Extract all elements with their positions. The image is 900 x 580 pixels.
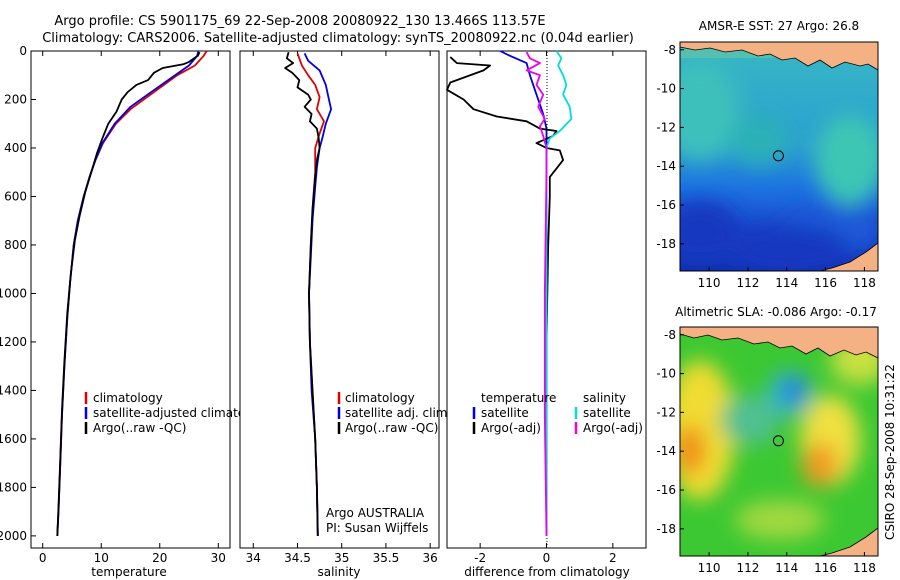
temperature-xlabel: temperature [91, 565, 166, 579]
x-tick-label: 116 [814, 561, 837, 575]
legend-label-climatology: climatology [345, 391, 415, 405]
y-tick-label: -10 [656, 367, 676, 381]
x-tick-label: 118 [853, 276, 876, 290]
figure-title-line1: Argo profile: CS 5901175_69 22-Sep-2008 … [54, 14, 545, 29]
salinity-legend: climatology satellite adj. clim. Argo(..… [337, 391, 451, 435]
y-tick-label: 1400 [0, 383, 27, 397]
legend-label-satellite: satellite-adjusted climatology [93, 406, 271, 420]
x-tick-label: 118 [853, 561, 876, 575]
land-australia [819, 527, 878, 556]
salinity-axes-frame [239, 50, 440, 549]
sst-field [680, 42, 878, 271]
sla-map-frame [679, 326, 879, 557]
y-tick-label: -16 [656, 198, 676, 212]
temperature-panel: 0 10 20 30 0 200 400 600 800 1000 1200 1400 1600 1800… [0, 44, 271, 579]
legend-label-satellite: satellite adj. clim. [345, 406, 451, 420]
difference-legend: temperature satellite Argo(-adj) salinit… [472, 391, 643, 435]
land-java [680, 327, 878, 359]
x-tick-label: 36 [423, 551, 438, 565]
figure-title-line2: Climatology: CARS2006. Satellite-adjuste… [42, 31, 634, 46]
temperature-axes-frame [30, 50, 231, 549]
legend-title-temperature: temperature [481, 391, 556, 405]
sla-map-title: Altimetric SLA: -0.086 Argo: -0.17 [675, 305, 877, 319]
y-tick-label: -12 [656, 120, 676, 134]
csiro-timestamp-label: CSIRO 28-Sep-2008 10:31:22 [883, 364, 897, 540]
sla-field [680, 327, 878, 556]
y-tick-label: -14 [656, 159, 676, 173]
x-tick-label: 110 [698, 561, 721, 575]
y-tick-label: 0 [19, 44, 27, 58]
principal-investigator-label: PI: Susan Wijffels [326, 521, 428, 535]
legend-label-sal-satellite: satellite [583, 406, 631, 420]
legend-title-salinity: salinity [583, 391, 626, 405]
argo-float-position-marker [772, 435, 784, 447]
x-tick-label: 114 [775, 276, 798, 290]
sst-map-panel: AMSR-E SST: 27 Argo: 26.8 110 112 114 116 11… [656, 19, 879, 290]
legend-label-temp-satellite: satellite [481, 406, 529, 420]
legend-label-temp-argo: Argo(-adj) [481, 421, 541, 435]
legend-label-sal-argo: Argo(-adj) [583, 421, 643, 435]
land-australia [819, 242, 878, 271]
y-tick-label: -16 [656, 483, 676, 497]
sla-map-panel: Altimetric SLA: -0.086 Argo: -0.17 110 11… [656, 305, 879, 575]
x-tick-label: 30 [211, 551, 226, 565]
series-line-argo-raw-qc [56, 51, 201, 536]
float-program-label: Argo AUSTRALIA [326, 506, 425, 520]
y-tick-label: -8 [664, 328, 676, 342]
x-tick-label: 35 [334, 551, 349, 565]
difference-panel: -2 0 2 temperature satellite Argo(-adj) sa… [446, 50, 647, 579]
salinity-panel: 34 34.5 35 35.5 36 climatology satellite adj… [239, 50, 451, 579]
y-tick-label: 400 [4, 141, 27, 155]
x-tick-label: 35.5 [373, 551, 400, 565]
y-tick-label: 1200 [0, 335, 27, 349]
y-tick-label: -12 [656, 405, 676, 419]
y-tick-label: 2000 [0, 529, 27, 543]
argo-float-position-marker [772, 150, 784, 162]
y-tick-label: 1600 [0, 432, 27, 446]
legend-label-argo: Argo(..raw -QC) [345, 421, 438, 435]
difference-xlabel: difference from climatology [464, 565, 630, 579]
y-tick-label: 600 [4, 189, 27, 203]
y-tick-label: 800 [4, 238, 27, 252]
x-tick-label: 114 [775, 561, 798, 575]
x-tick-label: 116 [814, 276, 837, 290]
salinity-xlabel: salinity [317, 565, 360, 579]
x-tick-label: 34 [246, 551, 261, 565]
x-tick-label: 2 [609, 551, 617, 565]
x-tick-label: 112 [736, 561, 759, 575]
y-tick-label: -8 [664, 43, 676, 57]
sst-map-title: AMSR-E SST: 27 Argo: 26.8 [699, 19, 859, 33]
series-line-salinity-argo-adj [525, 51, 548, 536]
x-tick-label: 34.5 [284, 551, 311, 565]
x-tick-label: 0 [39, 551, 47, 565]
y-tick-label: 1800 [0, 480, 27, 494]
temperature-legend: climatology satellite-adjusted climatolo… [84, 391, 271, 435]
y-tick-label: 200 [4, 92, 27, 106]
y-tick-label: -18 [656, 237, 676, 251]
series-line-argo-raw-qc [284, 51, 321, 536]
legend-label-argo: Argo(..raw -QC) [93, 421, 186, 435]
x-tick-label: 20 [152, 551, 167, 565]
sst-map-frame [679, 41, 879, 272]
x-tick-label: 0 [543, 551, 551, 565]
y-tick-label: 1000 [0, 286, 27, 300]
x-tick-label: 112 [736, 276, 759, 290]
legend-label-climatology: climatology [93, 391, 163, 405]
series-line-temperature-argo-adj [446, 56, 564, 536]
land-java [680, 42, 878, 71]
y-tick-label: -18 [656, 522, 676, 536]
x-tick-label: 10 [94, 551, 109, 565]
y-tick-label: -14 [656, 444, 676, 458]
y-tick-label: -10 [656, 82, 676, 96]
x-tick-label: -2 [474, 551, 486, 565]
x-tick-label: 110 [698, 276, 721, 290]
